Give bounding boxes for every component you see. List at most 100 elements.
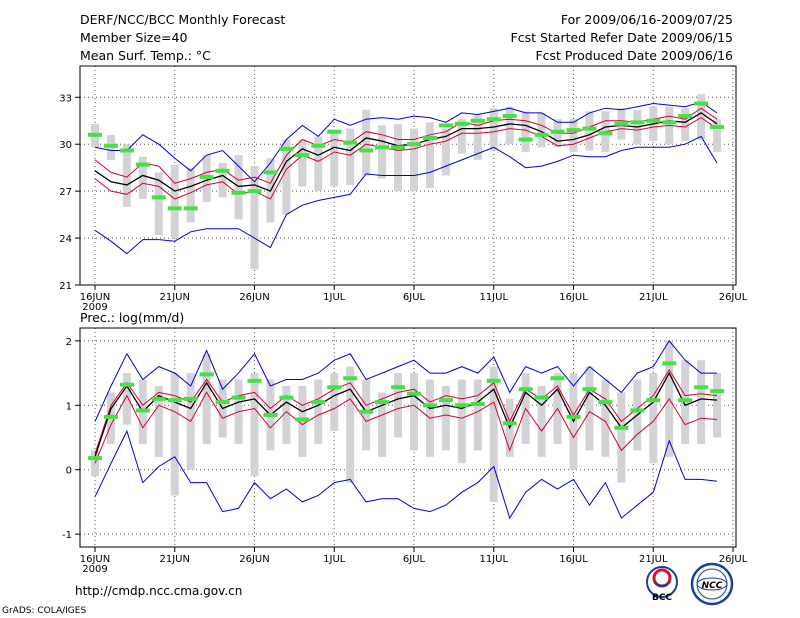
spread-bar [250, 166, 259, 270]
green-marker [614, 121, 629, 126]
green-marker [279, 146, 294, 151]
green-marker [88, 456, 102, 461]
green-marker [454, 121, 469, 126]
green-marker [103, 414, 118, 419]
spread-bar [346, 128, 355, 185]
green-marker [135, 162, 150, 167]
x-tick-label: 16JUN [80, 292, 110, 303]
green-marker [263, 170, 278, 175]
green-marker [263, 412, 278, 417]
x-tick-label: 21JUL [639, 554, 668, 565]
green-marker [598, 131, 613, 136]
y-tick-label: 33 [59, 93, 72, 104]
green-marker [502, 114, 517, 119]
green-marker [534, 132, 549, 137]
spread-bar [378, 392, 387, 457]
spread-bar [154, 172, 163, 235]
forecast-period: For 2009/06/16-2009/07/25 [561, 12, 733, 27]
green-marker [327, 385, 342, 390]
series-line-p25 [94, 391, 718, 464]
green-marker [199, 175, 214, 180]
spread-bar [617, 392, 626, 483]
green-marker [470, 118, 485, 123]
spread-bar [457, 379, 466, 464]
green-marker [119, 382, 134, 387]
spread-bar [425, 122, 434, 189]
series-line-p25 [94, 117, 718, 200]
series-line-mean [94, 371, 718, 458]
produced-date: Fcst Produced Date 2009/06/16 [535, 48, 733, 63]
spread-bar [330, 373, 339, 432]
spread-bar [298, 139, 307, 187]
green-marker [470, 402, 485, 407]
spread-bar [521, 111, 530, 153]
spread-bar [138, 156, 147, 199]
green-marker [247, 378, 262, 383]
spread-bar [362, 109, 371, 176]
spread-bar [250, 373, 259, 477]
green-marker [534, 395, 549, 400]
green-marker [183, 206, 198, 211]
green-marker [614, 425, 629, 430]
y-tick-label: 27 [59, 187, 72, 198]
spread-bar [202, 353, 211, 444]
spread-bar [441, 128, 450, 176]
green-marker [167, 206, 182, 211]
green-marker [518, 137, 533, 142]
green-marker [407, 391, 421, 396]
y-tick-label: 0 [66, 466, 72, 477]
spread-bar [346, 366, 355, 483]
footer-url[interactable]: http://cmdp.ncc.cma.gov.cn [75, 584, 242, 598]
spread-bar [441, 385, 450, 451]
spread-bar [473, 379, 482, 451]
green-marker [678, 398, 693, 403]
x-tick-label: 1JUL [323, 554, 346, 565]
green-marker [694, 385, 709, 390]
green-marker [710, 125, 725, 130]
spread-bar [170, 373, 179, 496]
refer-date: Fcst Started Refer Date 2009/06/15 [511, 30, 734, 45]
x-tick-label: 26JUN [239, 554, 269, 565]
green-marker [359, 148, 374, 153]
spread-bar [601, 379, 610, 457]
spread-bar [282, 139, 291, 215]
y-tick-label: 21 [59, 281, 72, 292]
bcc-logo: BCC [646, 566, 678, 603]
spread-bar [122, 373, 131, 425]
x-tick-label: 6JUL [403, 554, 426, 565]
spread-bar [410, 373, 418, 451]
green-marker [582, 387, 597, 392]
bcc-logo-text: BCC [652, 593, 672, 603]
x-tick-label: 16JUL [559, 292, 588, 303]
x-tick-label: 26JUL [719, 554, 748, 565]
green-marker [486, 378, 501, 383]
green-marker [454, 403, 469, 408]
green-marker [582, 126, 597, 131]
green-marker [710, 389, 725, 394]
plot-frame [79, 327, 737, 548]
spread-bar [154, 385, 163, 457]
ncc-logo-text: NCC [702, 581, 723, 591]
x-tick-label: 26JUN [239, 292, 269, 303]
precip-variable-label: Prec.: log(mm/d) [80, 310, 184, 325]
green-marker [279, 395, 294, 400]
spread-bar [505, 106, 514, 145]
green-marker [167, 398, 182, 403]
spread-bar [394, 373, 403, 438]
spread-bar [122, 144, 131, 207]
green-marker [486, 117, 501, 122]
spread-bar [713, 119, 722, 153]
spread-bar [649, 373, 658, 464]
series-line-lower [94, 429, 718, 520]
year-label: 2009 [82, 302, 107, 313]
spread-bar [585, 366, 594, 451]
green-marker [438, 398, 453, 403]
green-marker [215, 400, 230, 405]
series-line-mean [94, 112, 718, 192]
green-marker [407, 142, 421, 147]
spread-bar [394, 123, 403, 192]
green-marker [151, 195, 166, 200]
spread-bar [681, 108, 690, 142]
x-tick-label: 21JUL [639, 292, 668, 303]
